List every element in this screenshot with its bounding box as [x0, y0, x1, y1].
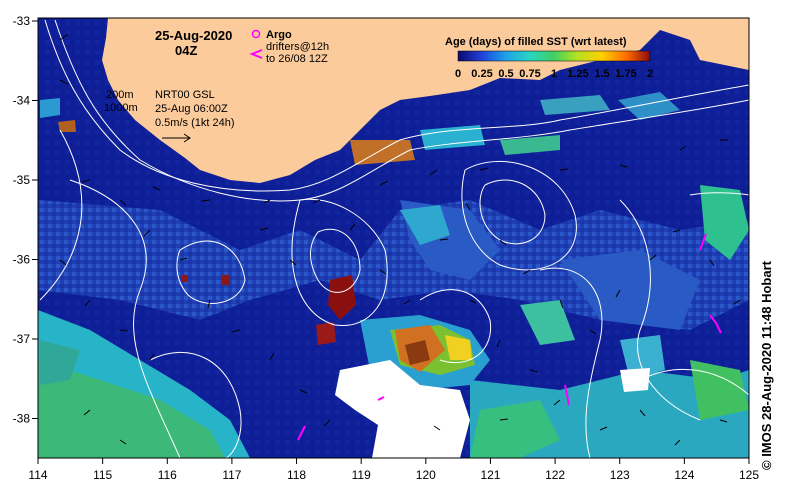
sst-old-cluster — [405, 340, 430, 365]
lat-tick-label: -37 — [13, 332, 31, 346]
lon-tick-label: 119 — [352, 468, 371, 482]
date-label: 25-Aug-2020 — [155, 28, 232, 43]
lon-tick-label: 117 — [222, 468, 241, 482]
colorbar — [457, 50, 651, 62]
sst-cyan-region — [400, 205, 450, 245]
sst-coastal-strip — [618, 92, 680, 120]
sst-oldest-patch — [328, 275, 356, 320]
isobath-1000-label: 1000m — [104, 102, 138, 114]
colorbar-title: Age (days) of filled SST (wrt latest) — [445, 36, 627, 48]
argo-label: Argo — [266, 29, 292, 41]
colorbar-ticks: 0 0.25 0.5 0.75 1 1.25 1.5 1.75 2 — [455, 68, 653, 80]
sst-cyan-region — [520, 300, 575, 345]
lat-tick-label: -33 — [13, 14, 31, 28]
ocean-patch — [560, 250, 700, 330]
argo-icon — [251, 29, 261, 39]
sst-oldest-patch — [182, 275, 188, 282]
ocean-patch — [38, 200, 749, 330]
lon-tick-label: 114 — [28, 468, 47, 482]
lon-tick-label: 122 — [545, 468, 565, 482]
lon-tick-label: 116 — [158, 468, 177, 482]
drifter-icon — [249, 49, 263, 59]
sst-green-region — [700, 185, 749, 260]
product-line-3: 0.5m/s (1kt 24h) — [155, 117, 234, 129]
drifters-label-1: drifters@12h — [266, 41, 329, 53]
sst-coastal-strip — [58, 120, 76, 132]
plot-frame — [37, 17, 750, 459]
velocity-arrows — [59, 33, 741, 446]
lon-tick-label: 118 — [287, 468, 306, 482]
lat-tick-label: -38 — [13, 412, 31, 426]
sst-oldest-patch — [316, 322, 336, 345]
contour-lines — [39, 19, 749, 458]
colorbar-tick-label: 2 — [647, 68, 653, 80]
sst-green-region — [38, 360, 225, 458]
colorbar-tick-label: 0 — [455, 68, 461, 80]
drifter-tracks — [297, 233, 722, 441]
sst-cyan-region — [620, 335, 665, 380]
lon-tick-label: 123 — [610, 468, 630, 482]
lon-tick-label: 115 — [93, 468, 112, 482]
sst-coastal-strip — [500, 135, 560, 155]
lat-tick-label: -36 — [13, 253, 31, 267]
sst-coastal-strip — [40, 98, 60, 118]
colorbar-tick-label: 1.25 — [567, 68, 588, 80]
colorbar-tick-label: 1.5 — [594, 68, 609, 80]
scale-arrow-icon — [162, 133, 191, 143]
colorbar-tick-label: 1.75 — [615, 68, 636, 80]
longitude-axis: 114 115 116 117 118 119 120 121 122 123 124 125 — [28, 458, 759, 482]
latitude-axis: -33 -34 -35 -36 -37 -38 — [13, 14, 38, 426]
lon-tick-label: 121 — [480, 468, 500, 482]
product-line-2: 25-Aug 06:00Z — [155, 103, 228, 115]
colorbar-tick-label: 0.25 — [471, 68, 492, 80]
sst-green-region — [40, 340, 80, 385]
colorbar-tick-label: 0.5 — [498, 68, 513, 80]
lon-tick-label: 120 — [416, 468, 436, 482]
lon-tick-label: 124 — [674, 468, 694, 482]
sst-oldest-patch — [222, 275, 230, 285]
colorbar-tick-label: 1 — [551, 68, 557, 80]
lat-tick-label: -35 — [13, 173, 31, 187]
no-data-area — [335, 360, 470, 458]
drifters-label-2: to 26/08 12Z — [266, 53, 328, 65]
plot-area — [38, 18, 749, 458]
sst-old-cluster — [445, 335, 472, 360]
sst-coastal-strip — [420, 125, 485, 150]
imos-credit: © IMOS 28-Aug-2020 11:48 Hobart — [759, 261, 774, 470]
product-line-1: NRT00 GSL — [155, 89, 215, 101]
time-label: 04Z — [175, 43, 197, 58]
sst-coastal-strip — [540, 95, 610, 115]
isobath-200-label: 200m — [106, 89, 134, 101]
lon-tick-label: 125 — [739, 468, 759, 482]
no-data-area — [620, 368, 650, 392]
colorbar-tick-label: 0.75 — [519, 68, 540, 80]
sst-green-region — [690, 360, 749, 420]
sst-green-region — [470, 400, 560, 458]
lat-tick-label: -34 — [13, 94, 31, 108]
